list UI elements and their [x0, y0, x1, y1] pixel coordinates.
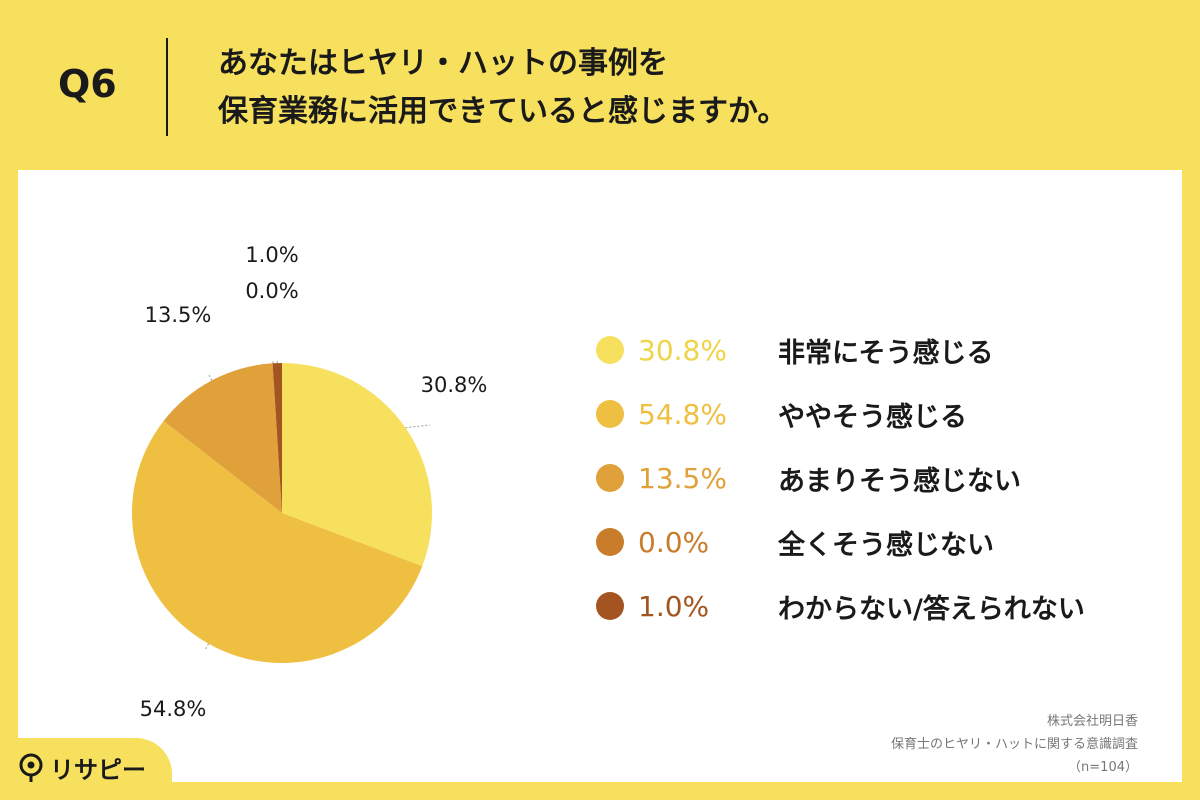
leader-line-2	[204, 643, 210, 651]
data-label-5: 1.0%	[245, 243, 298, 267]
legend-item-2: 54.8% ややそう感じる	[596, 382, 1085, 446]
legend-label: ややそう感じる	[778, 401, 967, 433]
data-label-2: 54.8%	[140, 697, 207, 721]
pie-slice-1	[282, 363, 432, 567]
header: Q6 あなたはヒヤリ・ハットの事例を 保育業務に活用できていると感じますか。	[0, 0, 1200, 170]
legend-percent: 0.0%	[638, 525, 710, 559]
pin-icon	[19, 753, 43, 782]
legend-item-4: 0.0% 全くそう感じない	[596, 510, 1085, 574]
data-label-3: 13.5%	[145, 303, 212, 327]
header-divider	[166, 38, 168, 136]
legend-label: あまりそう感じない	[778, 465, 1021, 497]
legend-percent: 30.8%	[638, 333, 727, 367]
pie-slice-2	[132, 420, 423, 663]
legend-swatch	[596, 464, 624, 492]
question-line-1: あなたはヒヤリ・ハットの事例を	[218, 46, 668, 81]
pie-chart: 30.8% 54.8% 13.5% 0.0% 1.0%	[132, 243, 488, 721]
legend-label: わからない/答えられない	[778, 593, 1085, 625]
legend: 30.8% 非常にそう感じる 54.8% ややそう感じる 13.5% あまりそう感じない 0…	[596, 318, 1085, 638]
legend-label: 非常にそう感じる	[778, 337, 994, 369]
legend-percent: 54.8%	[638, 397, 727, 431]
pie-slice-3	[163, 363, 282, 513]
source-sample-size: （n=104）	[1068, 760, 1138, 775]
leader-line-3	[208, 374, 213, 381]
leader-line-1	[405, 424, 431, 429]
legend-percent: 1.0%	[638, 589, 710, 623]
source-company: 株式会社明日香	[1046, 714, 1138, 729]
legend-swatch	[596, 400, 624, 428]
legend-swatch	[596, 336, 624, 364]
brand-name: リサピー	[50, 756, 146, 784]
data-label-4: 0.0%	[245, 279, 298, 303]
legend-item-1: 30.8% 非常にそう感じる	[596, 318, 1085, 382]
legend-percent: 13.5%	[638, 461, 727, 495]
legend-item-5: 1.0% わからない/答えられない	[596, 574, 1085, 638]
legend-item-3: 13.5% あまりそう感じない	[596, 446, 1085, 510]
source-survey: 保育士のヒヤリ・ハットに関する意識調査	[890, 737, 1138, 752]
legend-swatch	[596, 592, 624, 620]
legend-swatch	[596, 528, 624, 556]
question-number: Q6	[58, 62, 117, 106]
question-line-2: 保育業務に活用できていると感じますか。	[218, 94, 788, 129]
leader-line-4	[272, 359, 275, 364]
legend-label: 全くそう感じない	[778, 529, 994, 561]
chart-panel: 30.8% 54.8% 13.5% 0.0% 1.0% 30.8% 非常にそう感じる 54.…	[18, 170, 1182, 782]
data-label-1: 30.8%	[421, 373, 488, 397]
pie-slice-5	[272, 363, 282, 513]
brand-logo: リサピー	[0, 738, 172, 800]
source-note: 株式会社明日香 保育士のヒヤリ・ハットに関する意識調査 （n=104）	[891, 710, 1138, 779]
question-text: あなたはヒヤリ・ハットの事例を 保育業務に活用できていると感じますか。	[218, 40, 787, 136]
